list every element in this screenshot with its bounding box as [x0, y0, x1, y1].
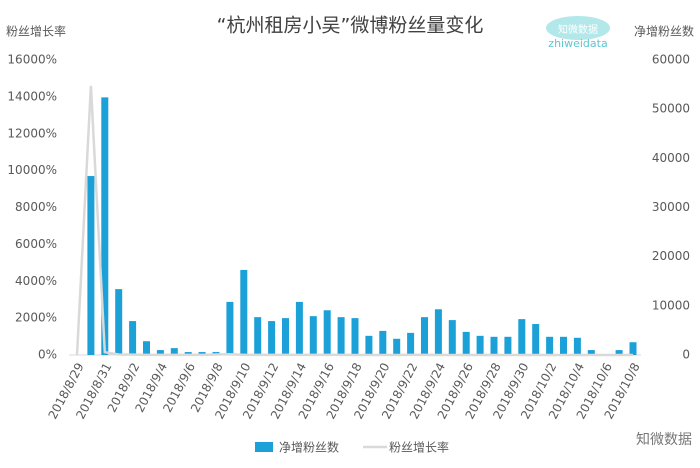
bar	[476, 335, 484, 355]
y2-tick-label: 0	[682, 348, 690, 362]
bar	[532, 324, 540, 355]
chart-title: “杭州租房小吴”微博粉丝量变化	[217, 15, 484, 37]
bar	[156, 350, 164, 355]
logo-latin: zhiweidata	[548, 37, 607, 50]
bar	[365, 335, 373, 355]
bar	[337, 317, 345, 355]
bar	[448, 320, 456, 355]
bar	[407, 332, 415, 355]
bar	[198, 352, 206, 355]
bar	[490, 336, 498, 355]
bar	[393, 338, 401, 355]
y2-tick-label: 10000	[652, 298, 690, 312]
bar	[87, 176, 95, 355]
bar	[268, 321, 276, 355]
bar	[240, 269, 248, 355]
y-tick-label: 8000%	[15, 200, 57, 214]
y2-tick-label: 60000	[652, 53, 690, 67]
bar	[309, 316, 317, 355]
legend-label: 粉丝增长率	[389, 440, 449, 455]
y-tick-label: 12000%	[7, 126, 57, 140]
bar	[323, 310, 331, 355]
bar	[143, 341, 150, 355]
y-tick-label: 14000%	[7, 89, 57, 103]
logo-name: 知微数据	[558, 23, 598, 36]
line	[75, 85, 634, 357]
y-tick-label: 10000%	[7, 163, 57, 177]
bar	[573, 337, 581, 355]
bar	[254, 317, 262, 355]
y2-tick-label: 20000	[652, 249, 690, 263]
y2-tick-label: 30000	[652, 200, 690, 214]
bar	[518, 319, 526, 355]
y2-tick-label: 50000	[652, 102, 690, 116]
bar	[184, 352, 192, 355]
y-tick-label: 0%	[38, 348, 57, 362]
bar	[546, 336, 554, 355]
y-tick-label: 2000%	[15, 311, 57, 325]
y2-axis-label: 净增粉丝数	[634, 24, 694, 39]
bar	[615, 350, 623, 355]
bar	[351, 318, 359, 355]
y-tick-label: 16000%	[7, 53, 57, 67]
y-tick-label: 4000%	[15, 274, 57, 288]
bar	[587, 350, 595, 355]
bar	[434, 309, 442, 355]
logo-shape	[546, 16, 610, 40]
bar	[170, 348, 178, 355]
bar	[115, 289, 123, 355]
bar	[560, 336, 567, 355]
bar	[379, 330, 387, 355]
bar	[101, 97, 109, 355]
bar	[629, 342, 637, 355]
bar	[295, 301, 303, 355]
bar	[282, 318, 289, 355]
logo: 知微数据 zhiweidata	[546, 16, 610, 50]
y-axis-label: 粉丝增长率	[6, 24, 66, 39]
legend-swatch	[255, 442, 273, 452]
watermark: 知微数据	[636, 431, 692, 448]
bar	[462, 331, 470, 355]
y2-tick-label: 40000	[652, 151, 690, 165]
bar	[226, 301, 234, 355]
bar	[504, 336, 512, 355]
bar	[421, 317, 428, 355]
bar	[129, 321, 137, 355]
y-tick-label: 6000%	[15, 237, 57, 251]
legend-label: 净增粉丝数	[279, 440, 339, 455]
